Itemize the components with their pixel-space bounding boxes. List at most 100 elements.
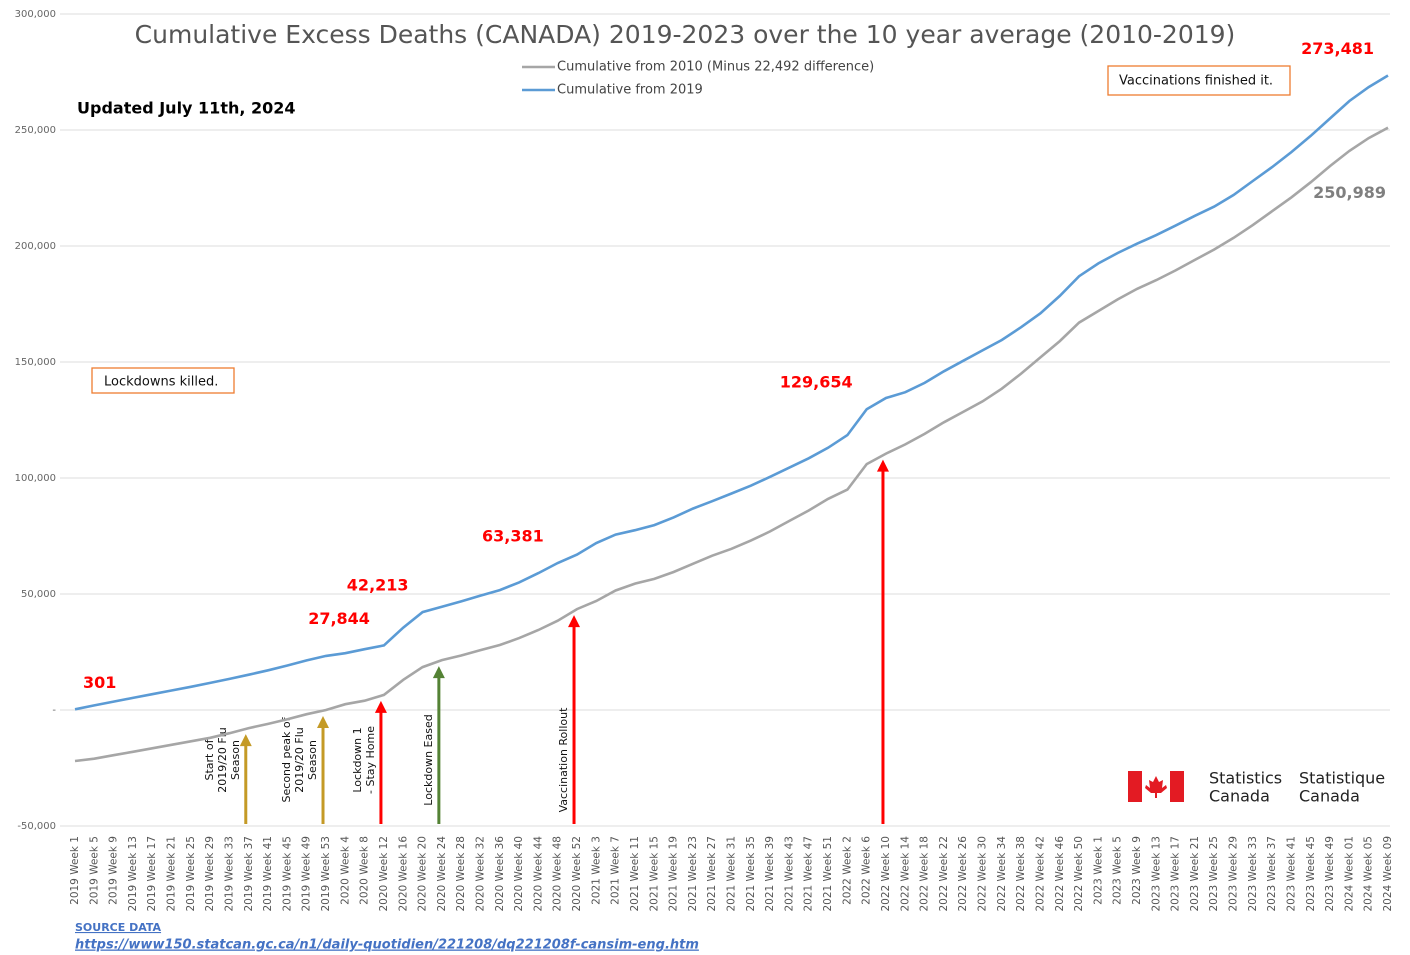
x-tick-label: 2019 Week 1 — [69, 836, 81, 905]
value-label: 301 — [83, 673, 116, 692]
x-tick-label: 2023 Week 17 — [1170, 836, 1182, 912]
arrow-label: - Stay Home — [364, 726, 377, 794]
x-tick-label: 2022 Week 2 — [841, 836, 853, 905]
x-tick-label: 2021 Week 23 — [687, 836, 699, 912]
y-tick-label: 150,000 — [15, 357, 56, 368]
x-tick-label: 2019 Week 25 — [185, 836, 197, 912]
value-label: 250,989 — [1313, 183, 1386, 202]
arrow-label: Lockdown 1 — [351, 727, 364, 792]
chart-title: Cumulative Excess Deaths (CANADA) 2019-2… — [135, 20, 1236, 49]
x-tick-label: 2020 Week 4 — [339, 836, 351, 905]
logo-text: Statistique — [1299, 769, 1385, 788]
x-tick-label: 2021 Week 43 — [783, 836, 795, 912]
x-tick-label: 2020 Week 36 — [494, 836, 506, 912]
logo-text: Canada — [1299, 787, 1360, 806]
x-tick-label: 2019 Week 21 — [166, 836, 178, 912]
value-label: 27,844 — [308, 609, 370, 628]
subtitle: Updated July 11th, 2024 — [77, 99, 296, 118]
arrow-head — [433, 666, 445, 678]
value-label: 63,381 — [482, 526, 544, 545]
legend-label: Cumulative from 2019 — [557, 83, 703, 98]
legend-label: Cumulative from 2010 (Minus 22,492 diffe… — [557, 60, 874, 75]
x-tick-label: 2020 Week 48 — [552, 836, 564, 912]
arrow-label: Second peak of — [280, 716, 293, 802]
x-tick-label: 2022 Week 42 — [1034, 836, 1046, 912]
x-tick-label: 2020 Week 52 — [571, 836, 583, 912]
x-tick-label: 2021 Week 27 — [706, 836, 718, 912]
chart: Cumulative Excess Deaths (CANADA) 2019-2… — [0, 0, 1410, 955]
note: Lockdowns killed. — [104, 375, 218, 390]
x-tick-label: 2022 Week 50 — [1073, 836, 1085, 912]
x-tick-label: 2022 Week 30 — [977, 836, 989, 912]
x-tick-label: 2019 Week 13 — [127, 836, 139, 912]
logo-text: Statistics — [1209, 769, 1282, 788]
x-tick-label: 2022 Week 14 — [899, 836, 911, 912]
x-tick-label: 2023 Week 21 — [1189, 836, 1201, 912]
x-tick-label: 2019 Week 45 — [281, 836, 293, 912]
y-tick-label: 300,000 — [15, 9, 56, 20]
y-tick-label: - — [52, 705, 56, 716]
arrow-label: 2019/20 Flu — [293, 727, 306, 793]
x-tick-label: 2020 Week 24 — [436, 836, 448, 912]
x-tick-label: 2022 Week 6 — [861, 836, 873, 905]
x-tick-label: 2023 Week 37 — [1266, 836, 1278, 912]
x-tick-label: 2021 Week 47 — [803, 836, 815, 912]
x-tick-label: 2024 Week 05 — [1363, 836, 1375, 912]
arrow-label: Season — [229, 740, 242, 780]
arrow-label: Season — [306, 740, 319, 780]
x-tick-label: 2023 Week 9 — [1131, 836, 1143, 905]
y-tick-label: 250,000 — [15, 125, 56, 136]
arrow-head — [877, 460, 889, 472]
x-tick-label: 2022 Week 22 — [938, 836, 950, 912]
flag-bar — [1170, 771, 1184, 802]
x-tick-label: 2019 Week 53 — [320, 836, 332, 912]
x-tick-label: 2020 Week 28 — [455, 836, 467, 912]
x-tick-label: 2023 Week 41 — [1285, 836, 1297, 912]
y-tick-label: 100,000 — [15, 473, 56, 484]
x-tick-label: 2021 Week 31 — [726, 836, 738, 912]
arrow-head — [568, 615, 580, 627]
x-tick-label: 2021 Week 51 — [822, 836, 834, 912]
x-tick-label: 2023 Week 5 — [1112, 836, 1124, 905]
x-tick-label: 2021 Week 39 — [764, 836, 776, 912]
x-tick-label: 2019 Week 41 — [262, 836, 274, 912]
x-tick-label: 2022 Week 46 — [1054, 836, 1066, 912]
x-tick-label: 2020 Week 8 — [359, 836, 371, 905]
arrow-label: Lockdown Eased — [422, 714, 435, 805]
x-tick-label: 2019 Week 5 — [88, 836, 100, 905]
x-tick-label: 2023 Week 13 — [1150, 836, 1162, 912]
source-link[interactable]: https://www150.statcan.gc.ca/n1/daily-qu… — [75, 938, 699, 953]
x-tick-label: 2023 Week 45 — [1305, 836, 1317, 912]
x-tick-label: 2021 Week 3 — [590, 836, 602, 905]
x-tick-label: 2020 Week 44 — [532, 836, 544, 912]
arrow-head — [317, 716, 329, 728]
value-label: 273,481 — [1301, 39, 1374, 58]
y-tick-label: -50,000 — [17, 821, 56, 832]
x-tick-label: 2021 Week 11 — [629, 836, 641, 912]
x-tick-label: 2021 Week 15 — [648, 836, 660, 912]
x-tick-label: 2022 Week 38 — [1015, 836, 1027, 912]
x-tick-label: 2019 Week 37 — [243, 836, 255, 912]
x-tick-label: 2021 Week 7 — [610, 836, 622, 905]
x-tick-label: 2020 Week 12 — [378, 836, 390, 912]
x-tick-label: 2019 Week 29 — [204, 836, 216, 912]
x-tick-label: 2024 Week 01 — [1343, 836, 1355, 912]
series-line — [75, 76, 1388, 710]
x-tick-label: 2020 Week 32 — [474, 836, 486, 912]
x-tick-label: 2020 Week 40 — [513, 836, 525, 912]
x-tick-label: 2022 Week 18 — [919, 836, 931, 912]
note: Vaccinations finished it. — [1119, 74, 1273, 89]
x-tick-label: 2020 Week 20 — [417, 836, 429, 912]
maple-leaf — [1145, 776, 1167, 798]
y-tick-label: 50,000 — [21, 589, 56, 600]
flag-bar — [1128, 771, 1142, 802]
x-tick-label: 2019 Week 33 — [223, 836, 235, 912]
logo: Statistics Canada Statistique Canada — [1128, 769, 1385, 806]
x-tick-label: 2022 Week 26 — [957, 836, 969, 912]
x-tick-label: 2021 Week 19 — [668, 836, 680, 912]
x-tick-label: 2024 Week 09 — [1382, 836, 1394, 912]
arrow-head — [375, 701, 387, 713]
value-label: 42,213 — [347, 576, 409, 595]
logo-text: Canada — [1209, 787, 1270, 806]
value-label: 129,654 — [780, 373, 853, 392]
